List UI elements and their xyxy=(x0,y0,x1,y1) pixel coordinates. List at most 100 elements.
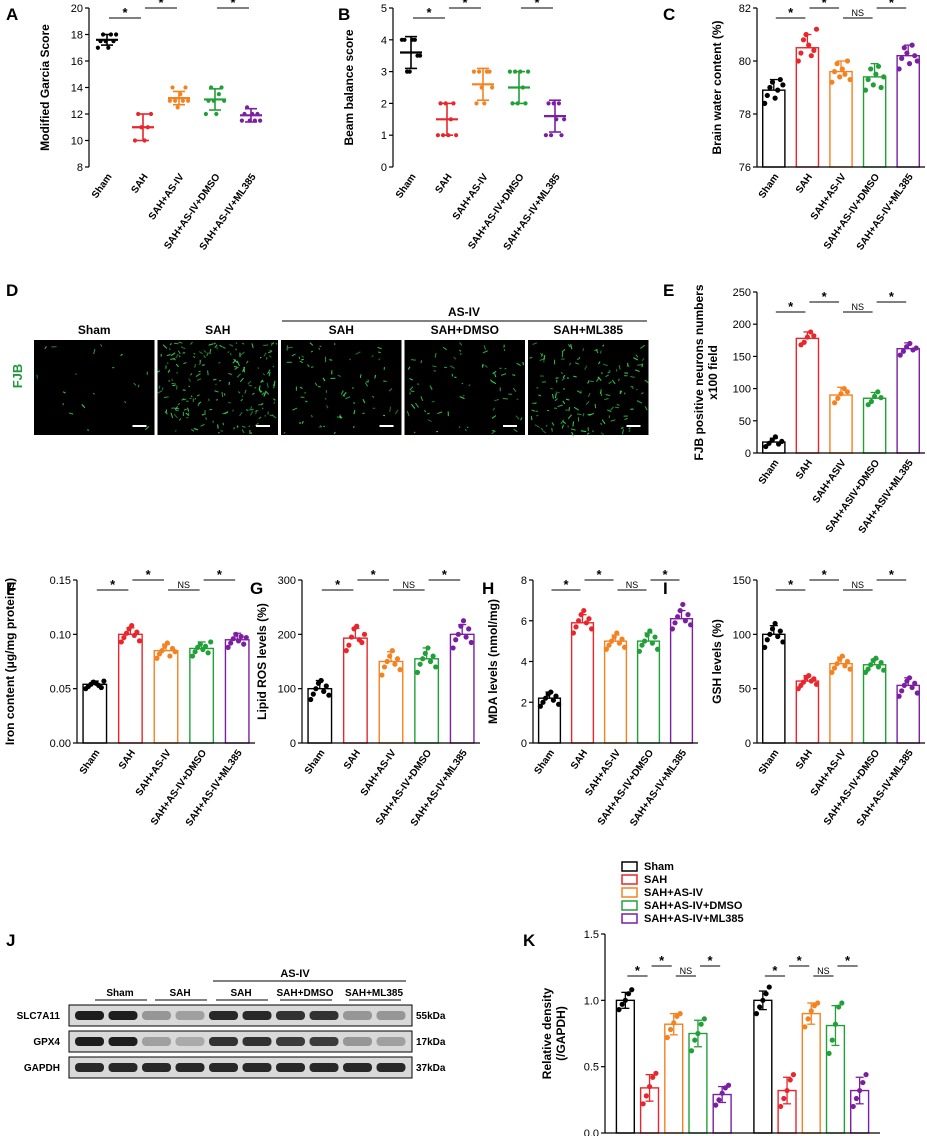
fjb-positive-cell xyxy=(536,414,539,417)
y-tick-label: 76 xyxy=(739,162,751,174)
data-point xyxy=(860,1079,866,1086)
y-tick-label: 10 xyxy=(71,136,83,148)
fjb-positive-cell xyxy=(197,378,202,381)
fjb-positive-cell xyxy=(551,393,554,399)
fjb-positive-cell xyxy=(241,395,244,398)
protein-band xyxy=(343,1011,372,1020)
fluorescence-micrograph xyxy=(281,340,402,435)
data-point xyxy=(909,42,915,48)
bar xyxy=(829,70,853,168)
data-point xyxy=(896,66,902,72)
data-point xyxy=(98,684,104,691)
data-point xyxy=(808,329,814,335)
significance-star: * xyxy=(662,567,668,582)
fjb-positive-cell xyxy=(359,374,362,378)
fjb-positive-cell xyxy=(190,395,193,398)
data-point xyxy=(636,648,643,654)
data-point xyxy=(551,101,556,106)
fjb-positive-cell xyxy=(587,380,590,384)
data-point xyxy=(247,118,252,123)
data-point xyxy=(417,661,423,667)
fjb-positive-cell xyxy=(482,364,485,367)
data-point xyxy=(407,69,412,74)
data-point xyxy=(639,642,645,648)
fjb-positive-cell xyxy=(532,342,538,346)
data-point xyxy=(101,678,107,684)
fjb-positive-cell xyxy=(345,396,351,400)
data-point xyxy=(912,53,918,59)
fjb-positive-cell xyxy=(449,365,455,369)
x-tick-label: SAH xyxy=(129,172,150,196)
fjb-positive-cell xyxy=(247,380,252,385)
fjb-positive-cell xyxy=(575,362,580,365)
data-point xyxy=(543,133,549,138)
data-point xyxy=(228,640,234,646)
data-point xyxy=(655,646,661,652)
fjb-positive-cell xyxy=(568,407,571,412)
fjb-positive-cell xyxy=(411,403,416,409)
fjb-positive-cell xyxy=(258,385,261,391)
fjb-positive-cell xyxy=(36,374,39,379)
fjb-positive-cell xyxy=(621,429,624,435)
fjb-positive-cell xyxy=(560,419,565,425)
data-point xyxy=(772,620,778,627)
fjb-positive-cell xyxy=(602,344,605,347)
data-point xyxy=(757,1004,763,1010)
significance-star: * xyxy=(788,5,794,20)
data-point xyxy=(321,688,327,694)
fjb-positive-cell xyxy=(237,391,241,394)
y-tick-label: 200 xyxy=(278,629,296,641)
kda-label: 55kDa xyxy=(416,1011,446,1022)
fjb-positive-cell xyxy=(163,396,169,399)
fjb-positive-cell xyxy=(572,421,575,427)
data-point xyxy=(318,677,324,684)
data-point xyxy=(769,626,776,632)
data-point xyxy=(865,402,871,408)
data-point xyxy=(134,629,140,635)
fjb-positive-cell xyxy=(228,372,233,376)
data-point xyxy=(832,1021,839,1027)
fjb-positive-cell xyxy=(301,420,304,425)
data-point xyxy=(359,639,365,646)
y-tick-label: 1 xyxy=(381,130,387,142)
fjb-positive-cell xyxy=(641,357,645,362)
data-point xyxy=(148,111,154,117)
data-point xyxy=(435,133,440,138)
data-point xyxy=(881,667,887,673)
fjb-positive-cell xyxy=(635,354,639,358)
x-tick-label: SAH+AS-IV xyxy=(451,172,491,223)
fjb-positive-cell xyxy=(431,400,435,403)
y-axis-title: (/GAPDH) xyxy=(554,1006,568,1061)
significance-star: * xyxy=(822,289,828,304)
data-point xyxy=(206,98,211,103)
data-point xyxy=(412,37,417,42)
data-point xyxy=(842,663,848,669)
panel-label: G xyxy=(250,579,263,598)
data-point xyxy=(778,1103,784,1110)
fjb-positive-cell xyxy=(267,369,271,375)
fjb-positive-cell xyxy=(260,379,264,383)
fjb-positive-cell xyxy=(224,411,229,415)
fjb-positive-cell xyxy=(539,352,544,357)
data-point xyxy=(235,638,242,644)
fjb-positive-cell xyxy=(314,382,318,387)
significance-star: * xyxy=(217,567,223,582)
fjb-positive-cell xyxy=(567,344,571,348)
fjb-positive-cell xyxy=(236,373,241,378)
data-point xyxy=(310,691,316,697)
data-point xyxy=(222,98,227,103)
data-point xyxy=(805,1016,811,1022)
fjb-positive-cell xyxy=(586,432,590,435)
data-point xyxy=(677,1011,683,1017)
fjb-positive-cell xyxy=(364,382,369,387)
data-point xyxy=(802,1024,808,1030)
fjb-positive-cell xyxy=(420,396,424,402)
micrograph-title: SAH+ML385 xyxy=(553,323,623,337)
fjb-positive-cell xyxy=(240,351,245,356)
data-point xyxy=(573,624,579,630)
fjb-positive-cell xyxy=(218,379,222,382)
fjb-positive-cell xyxy=(406,410,410,417)
fjb-positive-cell xyxy=(461,382,464,385)
protein-band xyxy=(209,1037,238,1046)
bar xyxy=(829,662,853,744)
